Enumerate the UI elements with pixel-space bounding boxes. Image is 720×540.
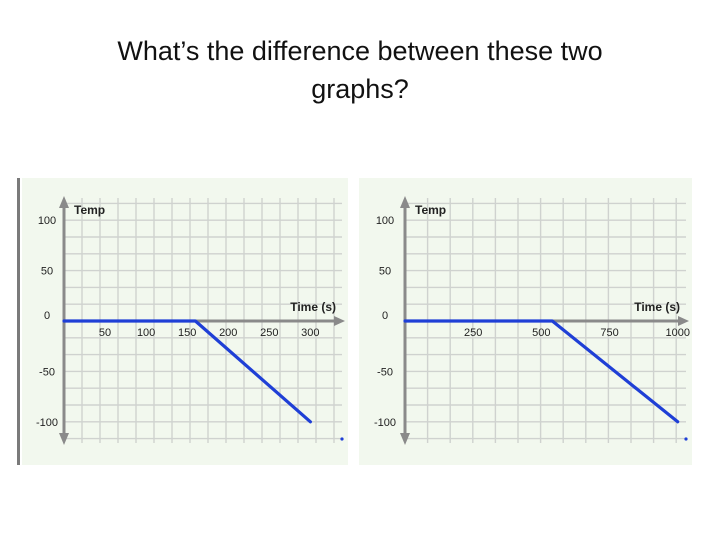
y-axis-label: Temp <box>415 203 446 217</box>
x-tick-label: 200 <box>219 327 237 339</box>
y-tick-label: -100 <box>374 417 396 429</box>
y-axis-label: Temp <box>74 203 105 217</box>
y-tick-label: 100 <box>38 215 56 227</box>
series-line <box>403 319 680 424</box>
x-axis-arrow <box>334 316 345 326</box>
x-tick-label: 250 <box>260 327 278 339</box>
y-tick-label: 0 <box>44 310 50 322</box>
x-tick-label: 250 <box>464 327 482 339</box>
x-tick-label: 100 <box>137 327 155 339</box>
x-tick-label: 150 <box>178 327 196 339</box>
x-axis-arrow <box>678 316 689 326</box>
y-axis-arrow-down <box>400 433 410 445</box>
x-axis-label: Time (s) <box>290 300 336 314</box>
y-tick-label: -50 <box>39 366 55 378</box>
chart-left-border <box>17 178 20 465</box>
x-tick-label: 1000 <box>665 327 689 339</box>
y-tick-label: 50 <box>41 266 53 278</box>
chart-svg: Temp Time (s) 100 50 0 -50 -100 50 100 150 200 250 3… <box>17 178 348 465</box>
x-axis-label: Time (s) <box>634 300 680 314</box>
y-axis-arrow-down <box>59 433 69 445</box>
left-temperature-graph: Temp Time (s) 100 50 0 -50 -100 50 100 150 200 250 3… <box>17 178 348 465</box>
x-tick-label: 500 <box>532 327 550 339</box>
y-tick-label: 0 <box>382 310 388 322</box>
y-tick-label: 50 <box>379 266 391 278</box>
y-axis-arrow-up <box>59 196 69 208</box>
slide-title-line-2: graphs? <box>311 74 409 104</box>
corner-dot <box>340 437 344 441</box>
y-tick-label: -50 <box>377 366 393 378</box>
slide-title: What’s the difference between these two … <box>80 32 640 108</box>
series-line <box>62 319 312 424</box>
y-tick-label: -100 <box>36 417 58 429</box>
x-tick-label: 750 <box>600 327 618 339</box>
x-tick-label: 50 <box>99 327 111 339</box>
slide-title-line-1: What’s the difference between these two <box>117 36 603 66</box>
right-temperature-graph: Temp Time (s) 100 50 0 -50 -100 250 500 750 1000 <box>359 178 692 465</box>
x-tick-label: 300 <box>301 327 319 339</box>
y-axis-arrow-up <box>400 196 410 208</box>
corner-dot <box>684 437 688 441</box>
y-tick-label: 100 <box>376 215 394 227</box>
